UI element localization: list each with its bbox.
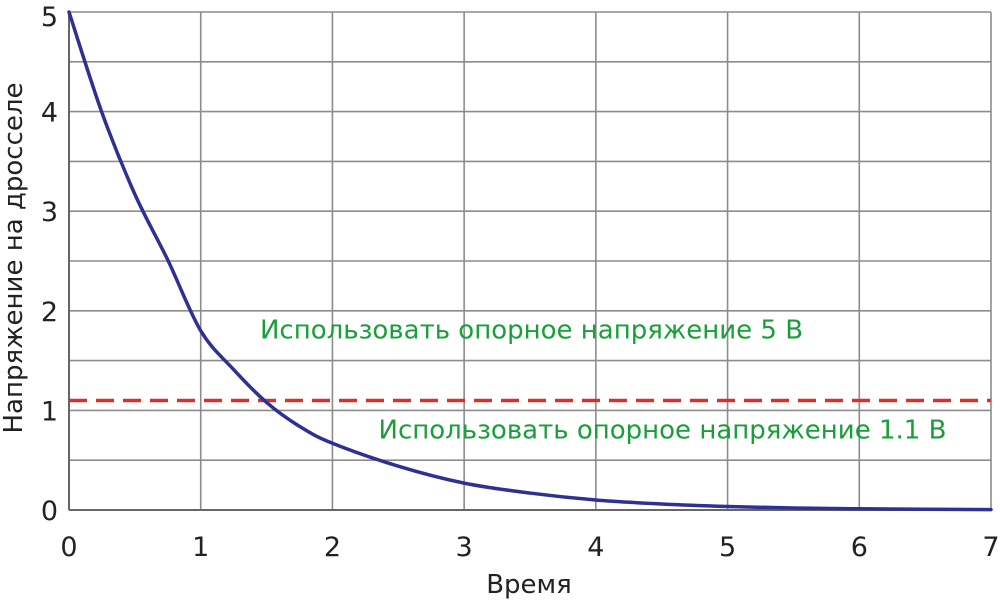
x-tick-label: 6	[851, 532, 868, 563]
x-tick-labels: 0 1 2 3 4 5 6 7	[60, 532, 999, 563]
series-group	[67, 10, 993, 512]
x-tick-label: 1	[192, 532, 209, 563]
y-tick-label: 1	[41, 396, 58, 427]
y-tick-label: 2	[41, 297, 58, 328]
x-tick-label: 4	[587, 532, 604, 563]
annotations: Использовать опорное напряжение 5 В Испол…	[260, 316, 946, 446]
y-tick-label: 0	[41, 496, 58, 527]
series-line	[67, 10, 993, 512]
y-tick-label: 3	[41, 197, 58, 228]
x-tick-label: 0	[60, 532, 77, 563]
x-axis-label: Время	[486, 570, 572, 600]
y-tick-label: 4	[41, 98, 58, 129]
x-tick-label: 7	[982, 532, 999, 563]
x-tick-label: 2	[324, 532, 341, 563]
y-axis-label: Напряжение на дросселе	[0, 83, 29, 434]
y-tick-label: 5	[41, 2, 58, 33]
x-tick-label: 5	[719, 532, 736, 563]
annotation-label: Использовать опорное напряжение 5 В	[260, 316, 803, 346]
y-tick-labels: 0 1 2 3 4 5	[41, 2, 58, 527]
annotation-label: Использовать опорное напряжение 1.1 В	[379, 415, 947, 445]
x-tick-label: 3	[456, 532, 473, 563]
